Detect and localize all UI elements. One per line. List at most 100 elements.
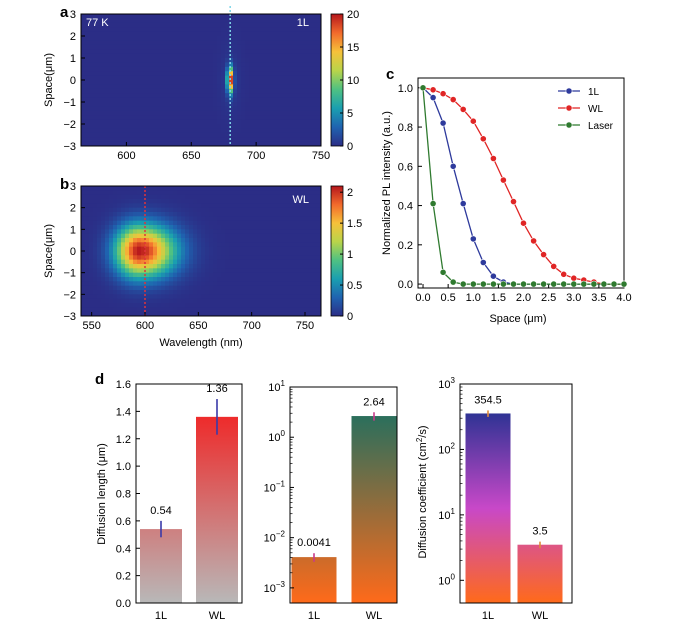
heatmap-cell [225,272,230,278]
heatmap-cell [137,207,142,213]
heatmap-cell [245,216,250,222]
heatmap-cell [305,212,310,217]
heatmap-cell [105,88,110,94]
heatmap-cell [245,40,250,46]
heatmap-cell [141,119,146,125]
heatmap-cell [277,255,282,261]
heatmap-cell [237,97,242,103]
heatmap-cell [309,128,314,134]
heatmap-cell [289,14,294,19]
heatmap-cell [85,44,90,50]
heatmap-cell [125,137,130,142]
heatmap-cell [245,106,250,112]
heatmap-cell [161,238,166,243]
heatmap-cell [113,97,118,103]
heatmap-cell [293,27,298,32]
heatmap-cell [101,207,106,213]
heatmap-cell [281,84,286,90]
heatmap-cell [213,233,218,239]
heatmap-cell [177,242,182,248]
heatmap-cell [261,303,266,308]
heatmap-cell [225,141,230,147]
heatmap-cell [285,58,290,63]
heatmap-cell [101,31,106,37]
heatmap-cell [149,233,154,239]
heatmap-cell [161,303,166,308]
heatmap-cell [157,71,162,76]
heatmap-cell [121,128,126,134]
heatmap-cell [193,80,198,85]
heatmap-cell [265,199,270,204]
heatmap-cell [129,216,134,222]
heatmap-cell [145,53,150,59]
heatmap-cell [105,66,110,72]
heatmap-cell [165,40,170,46]
heatmap-cell [89,290,94,295]
heatmap-cell [225,246,230,252]
heatmap-cell [117,229,122,235]
heatmap-cell [225,124,230,129]
heatmap-cell [313,238,318,243]
heatmap-cell [133,27,138,32]
heatmap-cell [105,194,110,200]
heatmap-cell [117,281,122,287]
heatmap-cell [129,307,134,313]
heatmap-cell [137,220,142,226]
heatmap-cell [149,229,154,235]
heatmap-cell [109,225,114,230]
heatmap-cell [245,277,250,282]
heatmap-cell [189,199,194,204]
heatmap-cell [317,242,322,248]
heatmap-cell [313,106,318,112]
heatmap-cell [137,97,142,103]
heatmap-cell [253,294,258,300]
heatmap-cell [209,128,214,134]
heatmap-cell [293,290,298,295]
heatmap-cell [229,220,234,226]
heatmap-cell [89,268,94,274]
heatmap-cell [229,93,234,98]
heatmap-cell [97,190,102,196]
heatmap-cell [265,97,270,103]
heatmap-cell [165,84,170,90]
heatmap-cell [225,186,230,191]
heatmap-cell [193,281,198,287]
heatmap-cell [181,58,186,63]
heatmap-cell [313,207,318,213]
heatmap-cell [249,80,254,85]
heatmap-cell [133,225,138,230]
heatmap-cell [289,93,294,98]
heatmap-cell [133,194,138,200]
heatmap-cell [285,36,290,41]
heatmap-cell [305,71,310,76]
heatmap-cell [293,36,298,41]
heatmap-cell [141,80,146,85]
heatmap-cell [261,88,266,94]
heatmap-cell [241,80,246,85]
heatmap-cell [141,229,146,235]
heatmap-cell [229,71,234,76]
heatmap-cell [165,199,170,204]
heatmap-cell [205,71,210,76]
x-tick-label: 600 [136,320,154,332]
heatmap-cell [149,62,154,68]
heatmap-cell [101,62,106,68]
heatmap-cell [105,84,110,90]
heatmap-cell [129,298,134,304]
heatmap-cell [313,58,318,63]
heatmap-cell [189,207,194,213]
heatmap-cell [169,303,174,308]
heatmap-cell [181,132,186,138]
heatmap-cell [313,264,318,269]
heatmap-cell [273,97,278,103]
heatmap-cell [305,203,310,209]
heatmap-cell [181,119,186,125]
y-axis-label-b: Space(μm) [43,224,55,278]
heatmap-cell [289,207,294,213]
heatmap-cell [201,190,206,196]
heatmap-cell [185,285,190,291]
heatmap-cell [277,186,282,191]
heatmap-cell [149,251,154,256]
heatmap-cell [197,212,202,217]
